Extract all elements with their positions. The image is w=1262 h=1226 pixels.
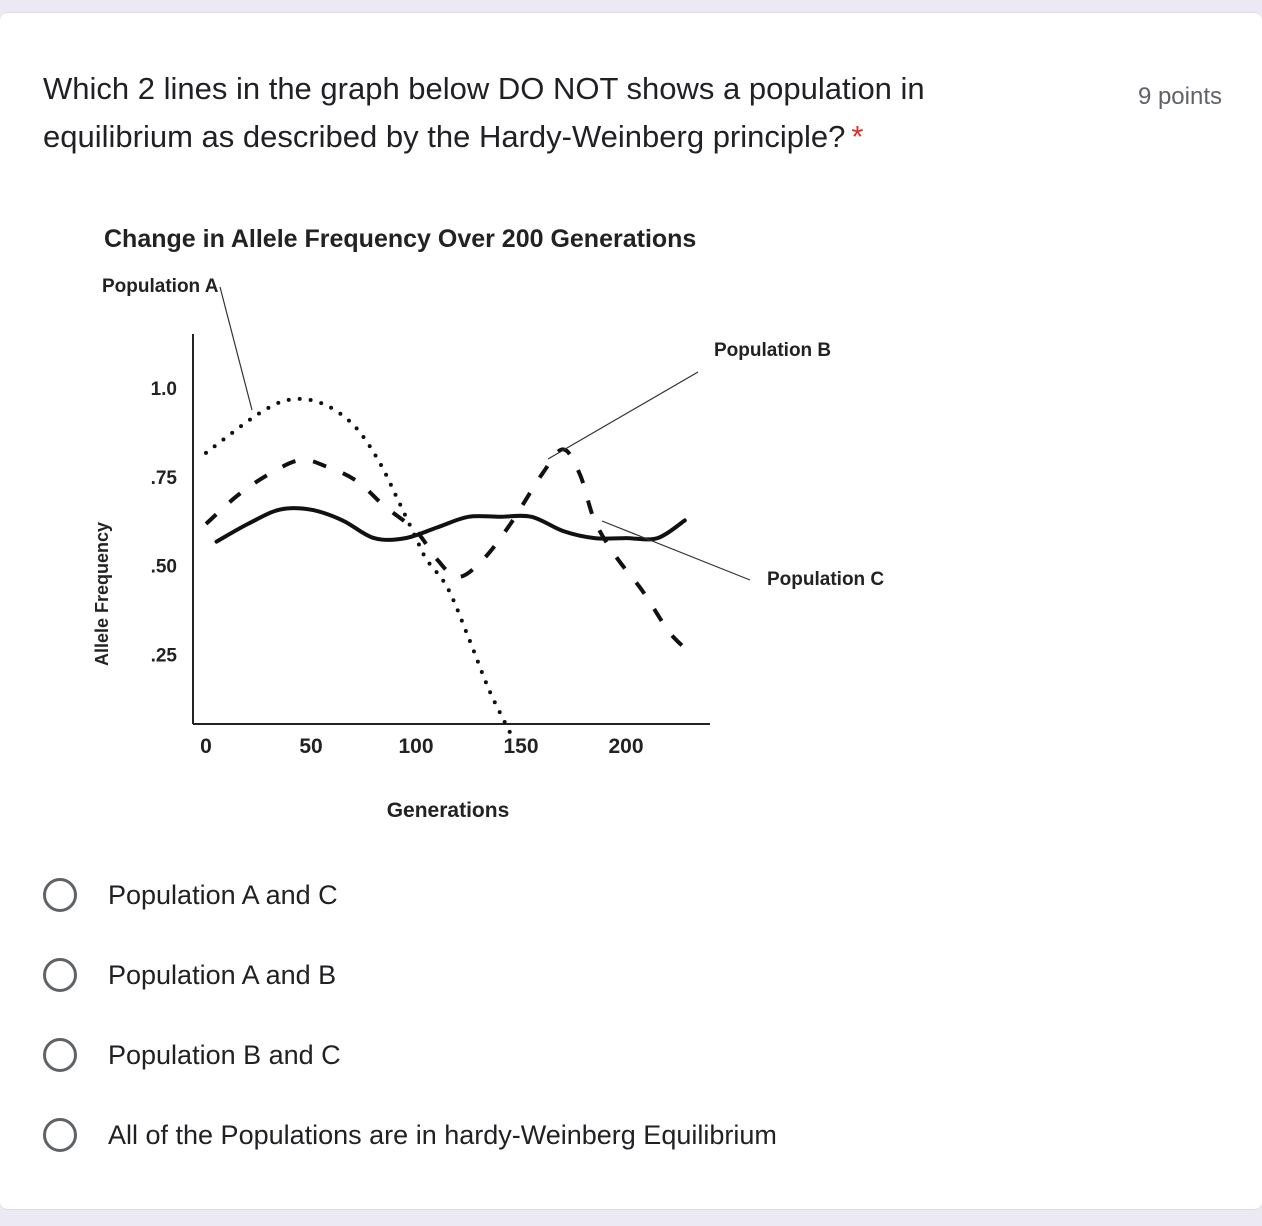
population-a-leader-line <box>219 286 253 411</box>
radio-button[interactable] <box>43 878 77 912</box>
population-a-annotation: Population A <box>102 276 219 297</box>
option-b-and-c[interactable]: Population B and C <box>43 1015 777 1095</box>
question-title: Which 2 lines in the graph below DO NOT … <box>43 65 1043 161</box>
option-label: All of the Populations are in hardy-Wein… <box>108 1119 777 1150</box>
population-a-line <box>204 396 513 736</box>
option-label: Population B and C <box>108 1039 341 1070</box>
x-tick-label: 50 <box>299 735 322 758</box>
allele-frequency-chart: Change in Allele Frequency Over 200 Gene… <box>92 225 884 822</box>
answer-options: Population A and C Population A and B Po… <box>43 855 777 1175</box>
question-card: Which 2 lines in the graph below DO NOT … <box>0 12 1262 1210</box>
option-all-in-equilibrium[interactable]: All of the Populations are in hardy-Wein… <box>43 1095 777 1175</box>
x-tick-label: 0 <box>200 735 212 758</box>
y-tick-label: .25 <box>151 645 178 666</box>
x-tick-label: 100 <box>398 735 433 758</box>
radio-button[interactable] <box>43 958 77 992</box>
population-c-annotation: Population C <box>767 569 884 590</box>
chart-title: Change in Allele Frequency Over 200 Gene… <box>104 225 696 253</box>
required-asterisk: * <box>851 119 864 154</box>
x-axis-label: Generations <box>387 799 510 822</box>
population-b-leader-line <box>547 371 699 460</box>
radio-button[interactable] <box>43 1118 77 1152</box>
population-b-annotation: Population B <box>714 340 831 361</box>
population-c-leader-line <box>601 520 751 581</box>
population-b-line <box>204 447 687 650</box>
y-tick-label: 1.0 <box>151 379 177 400</box>
option-a-and-c[interactable]: Population A and C <box>43 855 777 935</box>
question-text: Which 2 lines in the graph below DO NOT … <box>43 71 925 154</box>
y-axis-label: Allele Frequency <box>92 522 112 666</box>
option-a-and-b[interactable]: Population A and B <box>43 935 777 1015</box>
y-tick-label: .75 <box>151 468 178 489</box>
x-tick-label: 150 <box>503 735 538 758</box>
x-tick-label: 200 <box>608 735 643 758</box>
population-c-line <box>214 506 687 544</box>
points-value: 9 points <box>1137 83 1222 110</box>
radio-button[interactable] <box>43 1038 77 1072</box>
y-tick-label: .50 <box>151 557 177 578</box>
option-label: Population A and C <box>108 879 338 910</box>
option-label: Population A and B <box>108 959 337 990</box>
